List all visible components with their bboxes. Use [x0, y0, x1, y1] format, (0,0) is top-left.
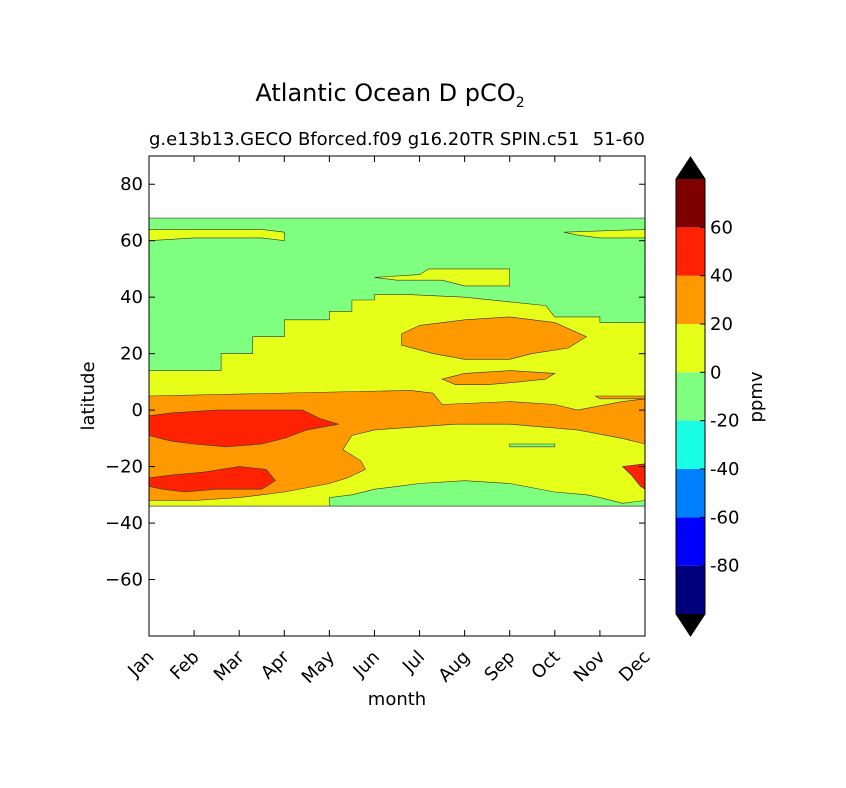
colorbar-outline: [675, 156, 706, 637]
colorbar-tick-label: -40: [710, 459, 739, 480]
colorbar-segment: [676, 227, 705, 276]
contour-patch-yellow-north-east: [563, 229, 645, 239]
colorbar-tick-label: 0: [710, 362, 721, 383]
contour-fill: [149, 217, 645, 507]
colorbar-segment: [676, 469, 705, 518]
contour-patch-green-spot: [509, 443, 556, 448]
contour-patch-red-dec: [621, 463, 645, 490]
colorbar-extend-bottom: [676, 614, 705, 636]
x-tick-label: Jan: [123, 647, 158, 682]
colorbar-segment: [676, 517, 705, 566]
y-tick-label: 60: [120, 231, 143, 252]
colorbar-segment: [676, 324, 705, 373]
colorbar-extend-top: [676, 157, 705, 179]
contour-patch-red-south: [149, 466, 276, 493]
y-tick-label: −20: [105, 457, 143, 478]
x-tick-label: Nov: [570, 646, 610, 686]
x-tick-label: Dec: [615, 647, 654, 686]
contour-patch-orange-summer: [401, 316, 588, 360]
x-tick-label: Feb: [166, 647, 203, 684]
contour-patch-orange-sliver: [594, 395, 645, 400]
contour-patch-yellow-48n: [374, 268, 510, 287]
y-tick-label: 0: [132, 400, 143, 421]
x-tick-label: Aug: [434, 647, 474, 687]
x-tick-label: Mar: [210, 646, 249, 685]
y-axis-label: latitude: [78, 361, 99, 430]
plot-frame: [148, 155, 646, 637]
colorbar-tick-label: -20: [710, 411, 739, 432]
colorbar-tick-label: 60: [710, 217, 733, 238]
colorbar-tick-label: -60: [710, 507, 739, 528]
x-axis-label: month: [368, 689, 426, 710]
x-tick-label: Sep: [480, 647, 519, 686]
chart-subtitle-right: 51-60: [593, 129, 645, 150]
x-tick-label: Jul: [398, 647, 429, 678]
y-tick-label: −40: [105, 513, 143, 534]
y-axis: 80 60 40 20 0 −20 −40 −60: [105, 174, 645, 591]
colorbar-label: ppmv: [746, 371, 767, 422]
y-tick-label: 40: [120, 287, 143, 308]
colorbar-segment: [676, 275, 705, 324]
contour-patch-yellow-north-west: [149, 229, 285, 242]
chart-subtitle-left: g.e13b13.GECO Bforced.f09 g16.20TR SPIN.…: [149, 129, 580, 150]
x-tick-label: Apr: [257, 646, 294, 683]
colorbar: 60 40 20 0 -20 -40 -60 -80: [675, 156, 739, 637]
colorbar-tick-label: 40: [710, 266, 733, 287]
y-tick-label: 20: [120, 344, 143, 365]
colorbar-segment: [676, 565, 705, 614]
contour-patch-orange-tongue: [441, 370, 556, 385]
colorbar-segment: [676, 420, 705, 469]
plot-area: 80 60 40 20 0 −20 −40 −60 Jan Feb Mar Apr May Jun Jul…: [105, 155, 655, 688]
x-tick-label: Oct: [527, 647, 564, 684]
chart-title: Atlantic Ocean D pCO2: [255, 79, 524, 111]
y-tick-label: −60: [105, 570, 143, 591]
colorbar-segment: [676, 372, 705, 421]
x-tick-label: Jun: [349, 647, 384, 682]
x-tick-label: May: [298, 646, 339, 687]
colorbar-tick-label: 20: [710, 314, 733, 335]
colorbar-tick-label: -80: [710, 556, 739, 577]
y-tick-label: 80: [120, 174, 143, 195]
contour-patch-red-equator: [149, 409, 339, 448]
colorbar-segment: [676, 179, 705, 228]
contour-band-green-south: [329, 480, 645, 507]
